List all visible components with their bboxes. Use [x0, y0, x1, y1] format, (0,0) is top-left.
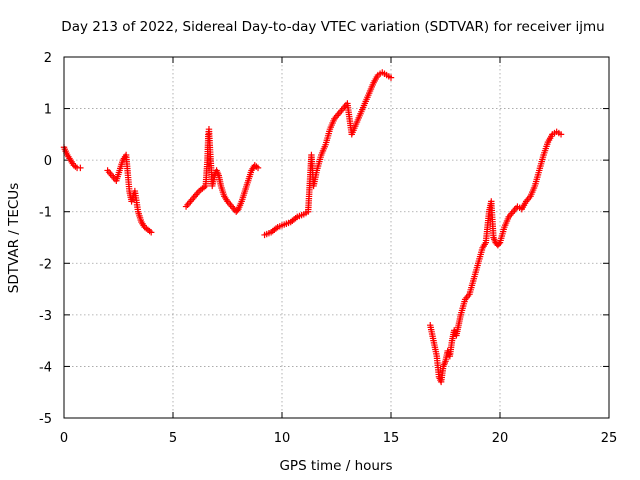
y-tick-label: -3 — [39, 309, 52, 324]
series-seg2 — [104, 151, 155, 236]
x-axis-label: GPS time / hours — [279, 458, 392, 474]
y-tick-label: -4 — [39, 360, 52, 375]
grid-lines — [64, 57, 609, 418]
y-tick-label: 2 — [44, 51, 52, 66]
x-tick-label: 0 — [60, 431, 68, 446]
data-point — [148, 229, 155, 236]
data-point — [77, 164, 84, 172]
y-tick-label: 1 — [44, 103, 52, 118]
y-tick-labels: -5 -4 -3 -2 -1 0 1 2 — [39, 51, 52, 427]
y-tick-label: -1 — [39, 206, 52, 221]
plot-frame — [63, 56, 610, 419]
x-tick-labels: 0 5 10 15 20 25 — [60, 431, 617, 446]
x-tick-label: 25 — [601, 431, 618, 446]
data-point — [495, 240, 503, 248]
data-point — [557, 131, 565, 138]
x-tick-label: 5 — [169, 431, 177, 446]
x-tick-label: 15 — [383, 431, 400, 446]
series-seg4 — [261, 69, 395, 239]
series-seg5 — [427, 128, 565, 386]
data-point — [254, 164, 262, 172]
y-tick-label: -2 — [39, 257, 52, 272]
y-axis-label: SDTVAR / TECUs — [6, 183, 22, 293]
axis-ticks — [63, 56, 610, 419]
y-tick-label: -5 — [39, 412, 52, 427]
chart-title: Day 213 of 2022, Sidereal Day-to-day VTE… — [61, 19, 604, 35]
x-tick-label: 10 — [274, 431, 291, 446]
x-tick-label: 20 — [492, 431, 509, 446]
data-point — [234, 207, 241, 214]
data-points — [60, 69, 565, 386]
y-tick-label: 0 — [44, 154, 52, 169]
series-seg1 — [60, 144, 84, 172]
data-point — [387, 74, 395, 81]
series-seg3 — [182, 126, 262, 215]
